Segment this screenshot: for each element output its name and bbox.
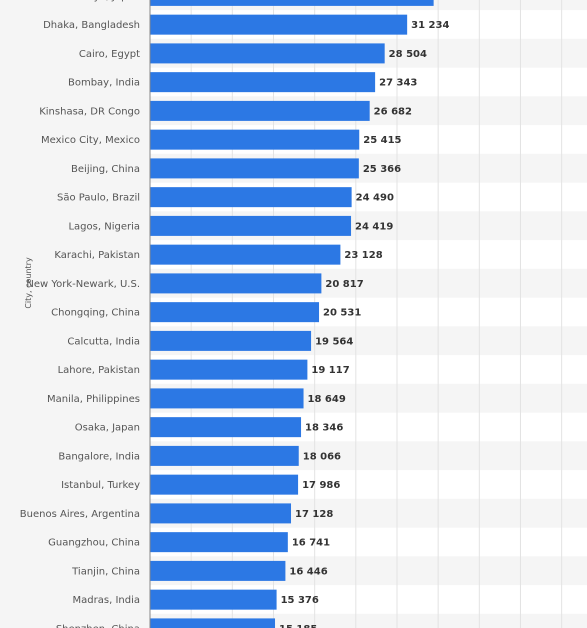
value-label: 16 446 <box>289 566 327 577</box>
bar <box>150 215 352 236</box>
category-label: Madras, India <box>73 595 140 606</box>
category-label: Beijing, China <box>71 164 140 175</box>
bar <box>150 0 434 6</box>
category-label: Dhaka, Bangladesh <box>43 20 140 31</box>
value-label: 16 741 <box>292 538 330 549</box>
value-label: 20 817 <box>325 279 363 290</box>
category-label: Lagos, Nigeria <box>68 221 140 232</box>
category-label: Chongqing, China <box>51 308 140 319</box>
category-label: Lahore, Pakistan <box>58 365 140 376</box>
value-labels: 34 450 31 234 28 504 27 343 26 682 25 415 25 3… <box>279 0 476 628</box>
bar <box>150 589 277 610</box>
value-label: 26 682 <box>374 106 412 117</box>
bar <box>150 187 352 208</box>
value-label: 20 531 <box>323 308 361 319</box>
category-label: São Paulo, Brazil <box>57 193 140 204</box>
category-label: Osaka, Japan <box>75 423 140 434</box>
value-label: 34 450 <box>438 0 476 2</box>
bar <box>150 503 292 524</box>
value-label: 28 504 <box>389 49 427 60</box>
value-label: 15 185 <box>279 624 317 628</box>
value-label: 18 649 <box>308 394 346 405</box>
value-label: 19 117 <box>311 365 349 376</box>
value-label: 24 490 <box>356 193 394 204</box>
value-label: 19 564 <box>315 336 353 347</box>
y-axis-title: City, country <box>24 257 33 309</box>
bar <box>150 330 312 351</box>
bar <box>150 100 370 121</box>
category-label: New York-Newark, U.S. <box>26 279 140 290</box>
value-label: 25 415 <box>363 135 401 146</box>
category-label: Guangzhou, China <box>48 538 140 549</box>
bar <box>150 158 359 179</box>
bar <box>150 417 302 438</box>
bar <box>150 302 320 323</box>
category-label: Cairo, Egypt <box>79 49 140 60</box>
value-label: 17 128 <box>295 509 333 520</box>
value-label: 31 234 <box>411 20 449 31</box>
value-label: 18 346 <box>305 423 343 434</box>
category-label: Istanbul, Turkey <box>61 480 140 491</box>
category-label: Manila, Philippines <box>47 394 140 405</box>
category-label: Kinshasa, DR Congo <box>39 106 140 117</box>
category-label: Bombay, India <box>68 78 140 89</box>
bar <box>150 618 276 628</box>
category-label: Tokyo, Japan <box>77 0 140 2</box>
value-label: 17 986 <box>302 480 340 491</box>
category-label: Shenzhen, China <box>56 624 140 628</box>
category-label: Calcutta, India <box>67 336 140 347</box>
value-label: 25 366 <box>363 164 401 175</box>
bar <box>150 359 308 380</box>
bar <box>150 72 376 93</box>
category-labels: Tokyo, Japan Dhaka, Bangladesh Cairo, Egyp… <box>20 0 140 628</box>
bar <box>150 244 341 265</box>
category-label: Bangalore, India <box>58 451 140 462</box>
category-label: Mexico City, Mexico <box>41 135 140 146</box>
bars <box>150 0 434 628</box>
bar <box>150 388 304 409</box>
bar <box>150 560 286 581</box>
value-label: 24 419 <box>355 221 393 232</box>
category-label: Tianjin, China <box>71 566 140 577</box>
value-label: 18 066 <box>303 451 341 462</box>
bar <box>150 14 408 35</box>
value-label: 27 343 <box>379 78 417 89</box>
bar <box>150 129 360 150</box>
bar <box>150 532 288 553</box>
category-label: Karachi, Pakistan <box>54 250 140 261</box>
bar <box>150 43 385 64</box>
value-label: 23 128 <box>344 250 382 261</box>
bar <box>150 474 299 495</box>
bar <box>150 445 299 466</box>
category-label: Buenos Aires, Argentina <box>20 509 140 520</box>
bar <box>150 273 322 294</box>
value-label: 15 376 <box>281 595 319 606</box>
